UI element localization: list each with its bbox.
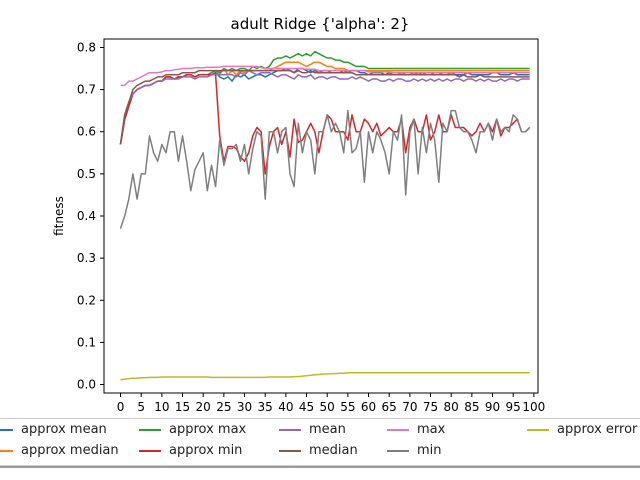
legend-swatch (0, 428, 13, 431)
legend-item-approx-median: approx median (0, 443, 119, 458)
x-tick-label: 15 (175, 400, 190, 414)
legend-label: max (417, 422, 446, 437)
legend-item-approx-error: approx error (527, 422, 637, 437)
legend-item-approx-mean: approx mean (0, 422, 107, 437)
legend-label: approx min (169, 443, 243, 458)
y-tick-label: 0.2 (77, 293, 96, 307)
x-tick-label: 35 (258, 400, 273, 414)
legend-label: approx error (557, 422, 638, 437)
legend-swatch (527, 428, 549, 431)
x-tick-label: 0 (117, 400, 125, 414)
y-tick-label: 0.4 (77, 209, 96, 223)
legend-label: mean (309, 422, 346, 437)
legend-swatch (387, 449, 409, 452)
y-tick-label: 0.7 (77, 83, 96, 97)
x-tick-label: 70 (402, 400, 417, 414)
y-tick-label: 0.0 (77, 378, 96, 392)
x-tick-label: 95 (506, 400, 521, 414)
y-tick-label: 0.3 (77, 251, 96, 265)
x-tick-label: 40 (278, 400, 293, 414)
series-line-approx-error (120, 372, 530, 381)
legend-swatch (279, 449, 301, 452)
x-tick-label: 30 (237, 400, 252, 414)
y-tick-label: 0.1 (77, 335, 96, 349)
x-tick-label: 65 (382, 400, 397, 414)
x-tick-label: 80 (444, 400, 459, 414)
legend-label: median (309, 443, 358, 458)
series-line-max (120, 65, 530, 87)
legend-swatch (139, 428, 161, 431)
series-layer (119, 50, 531, 381)
legend-item-median: median (279, 443, 358, 458)
legend-label: min (417, 443, 442, 458)
legend-swatch (0, 449, 13, 452)
plot-frame (103, 38, 539, 394)
y-tick-label: 0.5 (77, 167, 96, 181)
legend-label: approx max (169, 422, 247, 437)
legend-label: approx median (21, 443, 119, 458)
legend-swatch (279, 428, 301, 431)
x-tick-label: 100 (522, 400, 545, 414)
legend-item-min: min (387, 443, 442, 458)
x-tick-label: 50 (320, 400, 335, 414)
x-tick-label: 10 (154, 400, 169, 414)
x-tick-label: 55 (340, 400, 355, 414)
x-tick-label: 5 (137, 400, 145, 414)
series-line-min (119, 109, 531, 229)
x-tick-label: 45 (299, 400, 314, 414)
x-tick-label: 60 (361, 400, 376, 414)
x-tick-label: 85 (464, 400, 479, 414)
axes-layer: 0 5 10 15 20 25 30 35 40 45 50 55 60 65 70 75 80 85 90 95 10… (77, 40, 545, 414)
legend-item-max: max (387, 422, 445, 437)
legend-item-mean: mean (279, 422, 346, 437)
legend-item-approx-max: approx max (139, 422, 246, 437)
y-axis-label: fitness (52, 196, 66, 236)
y-tick-label: 0.8 (77, 40, 96, 54)
chart-title: adult Ridge {'alpha': 2} (231, 15, 410, 33)
x-tick-label: 90 (485, 400, 500, 414)
legend-swatch (387, 428, 409, 431)
legend: approx mean approx median approx max approx… (0, 418, 640, 466)
series-line-mean (119, 69, 530, 145)
series-line-median (119, 69, 530, 145)
y-tick-label: 0.6 (77, 125, 96, 139)
x-tick-label: 20 (196, 400, 211, 414)
legend-label: approx mean (21, 422, 107, 437)
x-tick-label: 75 (423, 400, 438, 414)
legend-item-approx-min: approx min (139, 443, 242, 458)
x-tick-label: 25 (216, 400, 231, 414)
legend-swatch (139, 449, 161, 452)
